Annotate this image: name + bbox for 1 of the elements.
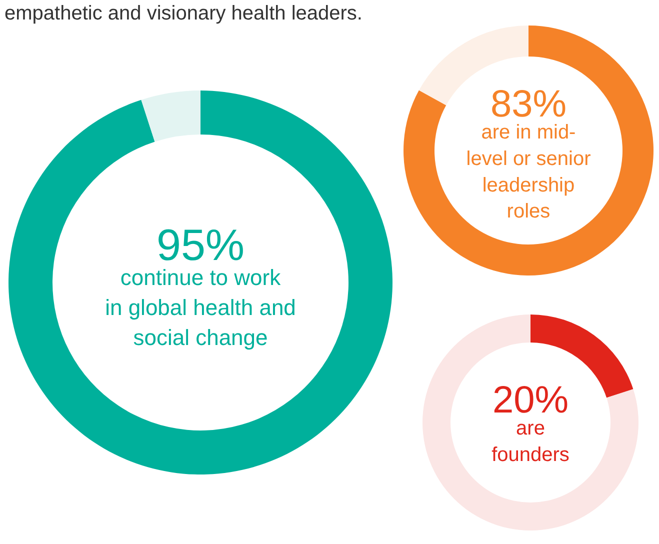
chart-title: empathetic and visionary health leaders. — [4, 2, 362, 24]
